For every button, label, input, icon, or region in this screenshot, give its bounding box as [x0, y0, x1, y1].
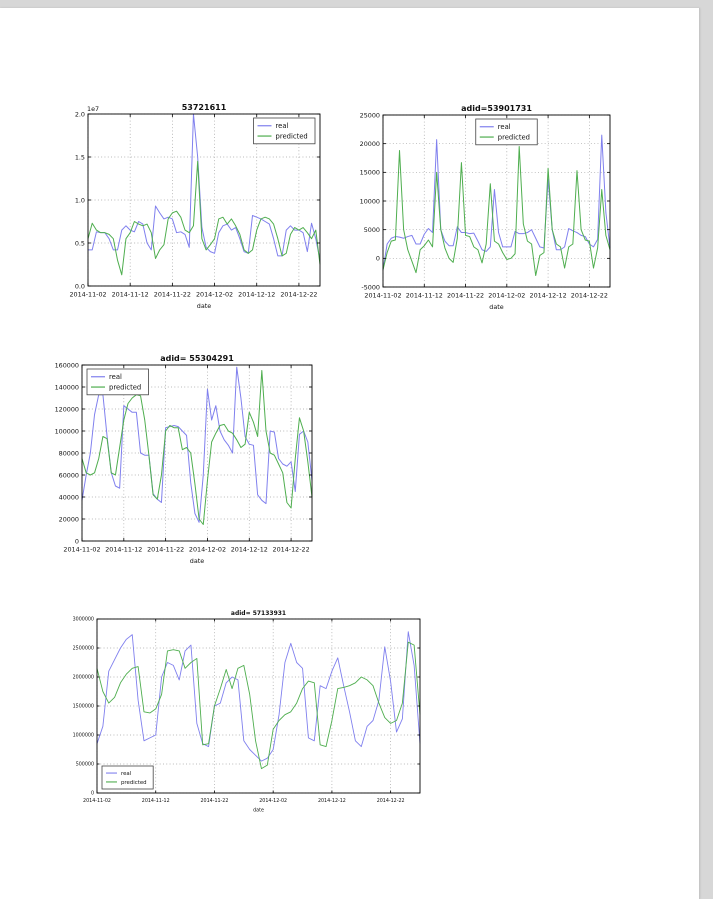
series-line-real	[96, 631, 421, 762]
x-axis-label: date	[190, 557, 204, 565]
legend-label-predicted: predicted	[498, 133, 530, 141]
y-tick-label: 3000000	[73, 617, 94, 623]
y-tick-label: 0	[91, 791, 94, 797]
y-tick-label: 60000	[59, 471, 79, 479]
y-tick-label: 140000	[55, 383, 79, 391]
y-tick-label: 2000000	[73, 675, 94, 681]
series-line-real	[88, 113, 321, 261]
y-tick-label: 120000	[55, 405, 79, 413]
y-tick-label: 160000	[55, 361, 79, 369]
x-axis-label: date	[253, 808, 264, 814]
chart-title: adid= 55304291	[160, 354, 234, 363]
chart-canvas: 0 500000 1000000 1500000 2000000 2500000 30000…	[73, 610, 421, 814]
x-tick-label: 2014-12-02	[488, 291, 525, 299]
y-tick-label: -5000	[361, 283, 380, 291]
y-tick-label: 1000000	[73, 733, 94, 739]
chart-title: adid= 57133931	[231, 610, 286, 617]
chart-title: 53721611	[182, 103, 227, 112]
legend-box	[86, 368, 149, 396]
y-tick-label: 5000	[364, 226, 380, 234]
x-tick-label: 2014-11-12	[112, 290, 149, 298]
series-line-real	[382, 134, 611, 270]
x-tick-label: 2014-11-02	[364, 291, 401, 299]
chart-figure-53721611: 0.0 0.5 1.0 1.5 2.0 2014-11-02 2014-11-12 2014-…	[69, 100, 325, 315]
x-tick-label: 2014-12-02	[259, 798, 287, 804]
x-tick-label: 2014-11-22	[201, 798, 229, 804]
chart-canvas: 0.0 0.5 1.0 1.5 2.0 2014-11-02 2014-11-12 2014-…	[69, 103, 321, 310]
series-line-predicted	[96, 641, 421, 770]
y-tick-label: 20000	[360, 140, 380, 148]
y-tick-label: 0	[75, 537, 79, 545]
series-line-predicted	[81, 370, 313, 525]
y-tick-label: 1.0	[75, 196, 85, 204]
y-tick-label: 25000	[360, 111, 380, 119]
tick-marks	[382, 114, 610, 288]
x-tick-label: 2014-11-12	[105, 545, 142, 553]
legend-box	[101, 765, 154, 790]
legend-box	[475, 118, 538, 146]
y-tick-label: 0.5	[75, 239, 85, 247]
y-tick-label: 2.0	[75, 110, 85, 118]
legend-box	[253, 117, 316, 145]
tick-marks	[87, 113, 320, 287]
x-tick-label: 2014-12-12	[231, 545, 268, 553]
x-tick-label: 2014-12-02	[196, 290, 233, 298]
x-tick-label: 2014-11-22	[154, 290, 191, 298]
x-tick-label: 2014-12-22	[377, 798, 405, 804]
y-tick-label: 15000	[360, 169, 380, 177]
y-tick-label: 40000	[59, 493, 79, 501]
x-axis-label: date	[489, 303, 503, 311]
x-tick-label: 2014-12-22	[280, 290, 317, 298]
chart-figure-57133931: 0 500000 1000000 1500000 2000000 2500000 30000…	[73, 605, 430, 814]
legend-label-real: real	[121, 771, 131, 777]
y-tick-label: 2500000	[73, 646, 94, 652]
chart-figure-53901731: -5000 0 5000 10000 15000 20000 25000 2014-11-02…	[358, 100, 620, 315]
legend-label-real: real	[109, 373, 122, 381]
chart-canvas: 0 20000 40000 60000 80000 100000 120000 140000 1…	[55, 354, 313, 565]
chart-title: adid=53901731	[461, 104, 532, 113]
y-tick-label: 0	[376, 255, 380, 263]
y-tick-label: 1.5	[75, 153, 85, 161]
x-tick-label: 2014-12-12	[530, 291, 567, 299]
legend-label-predicted: predicted	[109, 383, 141, 391]
x-tick-label: 2014-12-22	[273, 545, 310, 553]
series-line-predicted	[382, 146, 611, 277]
x-tick-label: 2014-11-12	[142, 798, 170, 804]
legend-label-predicted: predicted	[276, 132, 308, 140]
y-tick-label: 10000	[360, 197, 380, 205]
y-tick-label: 500000	[76, 762, 94, 768]
tick-marks	[96, 618, 420, 794]
legend: real predicted	[101, 765, 154, 790]
legend: real predicted	[475, 118, 538, 146]
x-tick-label: 2014-11-02	[63, 545, 100, 553]
chart-figure-55304291: 0 20000 40000 60000 80000 100000 120000 140000 1…	[55, 352, 322, 567]
x-tick-label: 2014-12-22	[571, 291, 608, 299]
x-tick-label: 2014-12-12	[318, 798, 346, 804]
legend: real predicted	[86, 368, 149, 396]
x-tick-label: 2014-12-12	[238, 290, 275, 298]
y-tick-label: 80000	[59, 449, 79, 457]
plot-area	[97, 619, 420, 793]
y-tick-label: 0.0	[75, 282, 85, 290]
x-axis-label: date	[197, 302, 211, 310]
y-tick-label: 100000	[55, 427, 79, 435]
x-tick-label: 2014-11-22	[147, 545, 184, 553]
y-tick-label: 20000	[59, 515, 79, 523]
legend: real predicted	[253, 117, 316, 145]
chart-canvas: -5000 0 5000 10000 15000 20000 25000 2014-11-02…	[360, 104, 611, 311]
legend-label-real: real	[498, 123, 511, 131]
x-tick-label: 2014-11-02	[69, 290, 106, 298]
y-tick-label: 1500000	[73, 704, 94, 710]
legend-label-real: real	[276, 122, 289, 130]
x-tick-label: 2014-12-02	[189, 545, 226, 553]
x-tick-label: 2014-11-02	[83, 798, 111, 804]
x-tick-label: 2014-11-22	[447, 291, 484, 299]
legend-label-predicted: predicted	[121, 780, 147, 786]
tick-marks	[81, 364, 312, 542]
axis-offset-text: 1e7	[87, 105, 99, 113]
series-line-predicted	[87, 160, 321, 276]
x-tick-label: 2014-11-12	[406, 291, 443, 299]
series-line-real	[81, 366, 313, 523]
